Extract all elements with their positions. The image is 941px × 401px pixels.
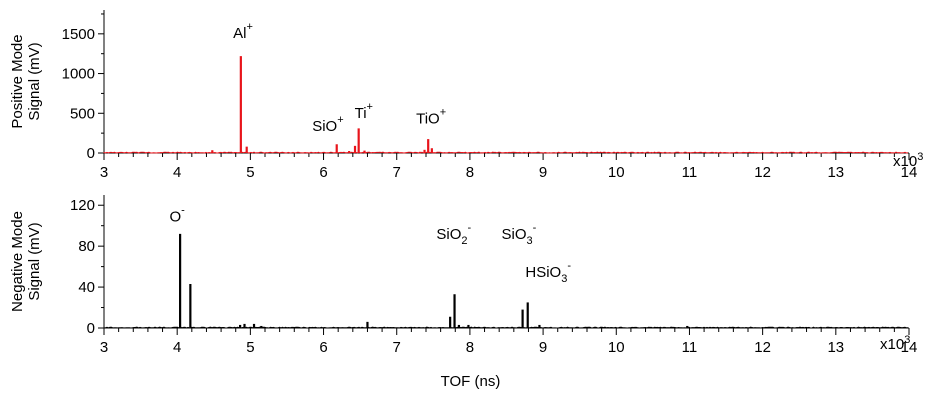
x-tick-label: 10 [608, 164, 625, 181]
peak-annotation: O- [170, 205, 186, 226]
peak-annotation: SiO2- [436, 222, 471, 247]
y-tick-label: 120 [70, 197, 95, 214]
peak-annotation: Ti+ [355, 101, 373, 122]
y-axis-label: Signal (mV) [26, 42, 43, 120]
x-tick-label: 5 [246, 339, 254, 356]
x-multiplier-label: x103 [893, 151, 923, 170]
x-tick-label: 12 [754, 164, 771, 181]
x-tick-label: 3 [100, 339, 108, 356]
x-tick-label: 4 [173, 164, 181, 181]
peak-annotation: SiO3- [502, 222, 537, 247]
y-tick-label: 40 [78, 279, 95, 296]
x-tick-label: 12 [754, 339, 771, 356]
x-tick-label: 5 [246, 164, 254, 181]
y-tick-label: 0 [87, 320, 95, 337]
y-tick-label: 1500 [62, 26, 95, 43]
series-baseline [103, 151, 909, 154]
x-tick-label: 4 [173, 339, 181, 356]
x-axis-label: TOF (ns) [441, 373, 501, 390]
panel-positive: 3 4 5 6 7 8 9 10 11 12 13 14 0 500 1000 1500 Positive Mo… [9, 10, 923, 181]
x-tick-label: 13 [827, 164, 844, 181]
x-multiplier-label: x103 [880, 334, 910, 353]
y-tick-label: 1000 [62, 66, 95, 83]
y-axis-label: Signal (mV) [26, 222, 43, 300]
x-tick-label: 14 [901, 339, 918, 356]
x-tick-label: 11 [682, 164, 698, 181]
peak-annotation: SiO+ [312, 114, 343, 135]
x-tick-label: 8 [466, 164, 474, 181]
x-tick-label: 6 [319, 339, 327, 356]
peak-annotation: TiO+ [416, 107, 446, 128]
y-tick-label: 0 [87, 145, 95, 162]
x-tick-label: 14 [901, 164, 918, 181]
x-tick-label: 8 [466, 339, 474, 356]
x-tick-label: 13 [827, 339, 844, 356]
x-tick-label: 7 [393, 164, 401, 181]
y-tick-label: 80 [78, 238, 95, 255]
x-tick-label: 7 [393, 339, 401, 356]
peak-annotation: HSiO3- [525, 260, 571, 285]
x-tick-label: 10 [608, 339, 625, 356]
x-tick-label: 3 [100, 164, 108, 181]
y-axis-label: Positive Mode [9, 34, 26, 128]
y-tick-label: 500 [70, 105, 95, 122]
x-tick-label: 9 [539, 339, 547, 356]
x-tick-label: 9 [539, 164, 547, 181]
y-axis-label: Negative Mode [9, 211, 26, 312]
peak-annotation: Al+ [233, 21, 253, 42]
x-tick-label: 6 [319, 164, 327, 181]
series-baseline [103, 326, 908, 329]
x-tick-label: 11 [682, 339, 698, 356]
